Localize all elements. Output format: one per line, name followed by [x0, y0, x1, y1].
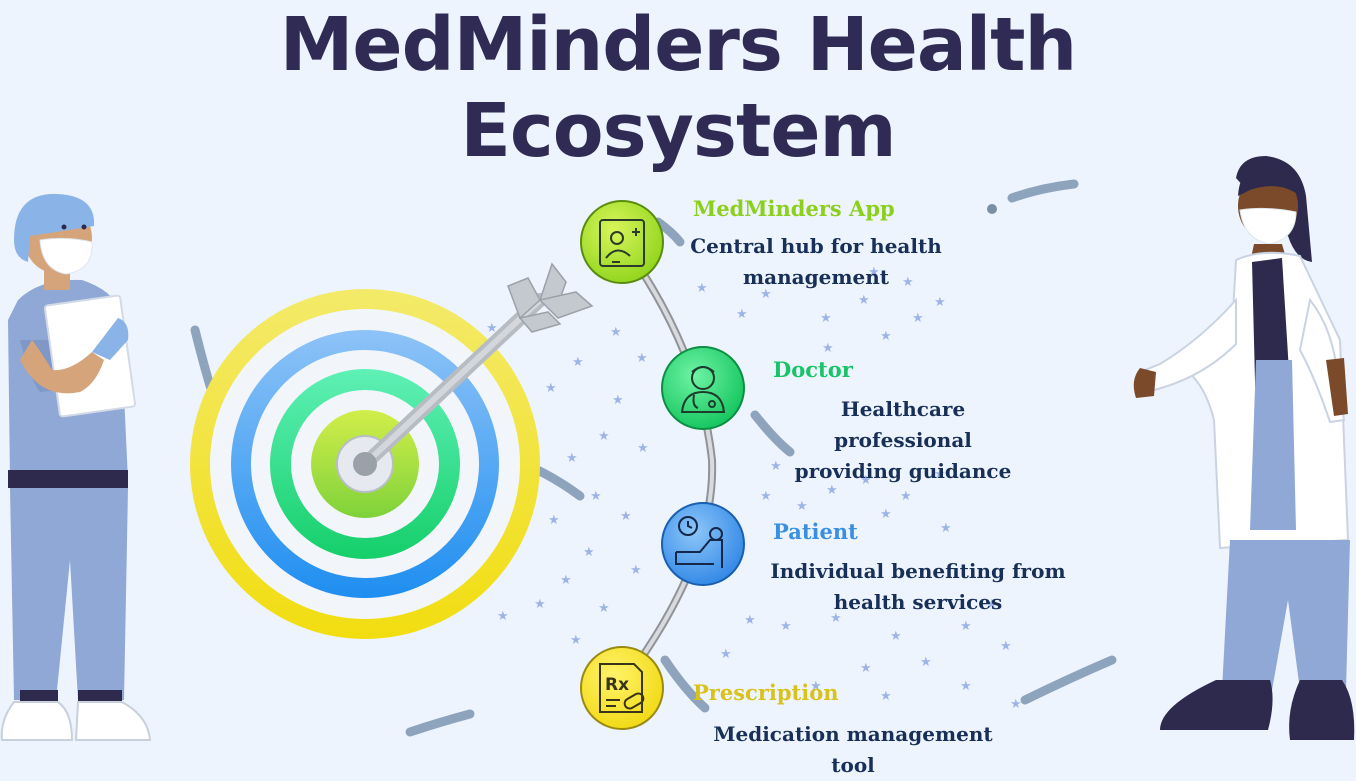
- svg-text:★: ★: [637, 441, 649, 456]
- svg-text:Rx: Rx: [605, 675, 629, 695]
- svg-text:★: ★: [598, 429, 610, 444]
- svg-text:★: ★: [610, 325, 622, 340]
- svg-text:★: ★: [570, 633, 582, 648]
- svg-text:★: ★: [560, 573, 572, 588]
- svg-text:★: ★: [598, 601, 610, 616]
- svg-text:★: ★: [780, 619, 792, 634]
- svg-text:★: ★: [830, 611, 842, 626]
- doctor-icon: [680, 366, 726, 413]
- svg-text:★: ★: [572, 355, 584, 370]
- diagram-title-line-1: MedMinders Health: [279, 2, 1077, 88]
- svg-text:★: ★: [566, 451, 578, 466]
- step-description-prescription: Medication management tool: [690, 719, 1016, 781]
- svg-text:★: ★: [860, 473, 872, 488]
- svg-text:★: ★: [902, 275, 914, 290]
- step-label-medminders-app: MedMinders App: [693, 196, 895, 221]
- svg-text:★: ★: [1000, 639, 1012, 654]
- diagram-title-line-2: Ecosystem: [460, 88, 896, 174]
- svg-text:★: ★: [696, 281, 708, 296]
- svg-text:★: ★: [744, 613, 756, 628]
- star-field: ★ ★ ★ ★★ ★ ★★ ★ ★★ ★ ★★ ★ ★★ ★ ★★ ★ ★★ ★ ★★ ★ ★★ ★ …: [486, 265, 1022, 712]
- step-label-prescription: Prescription: [693, 680, 839, 705]
- svg-text:★: ★: [630, 563, 642, 578]
- svg-text:★: ★: [934, 467, 946, 482]
- svg-text:★: ★: [770, 459, 782, 474]
- svg-text:★: ★: [822, 341, 834, 356]
- svg-text:★: ★: [960, 619, 972, 634]
- svg-text:★: ★: [880, 689, 892, 704]
- svg-text:★: ★: [826, 483, 838, 498]
- svg-text:★: ★: [620, 509, 632, 524]
- svg-text:★: ★: [900, 489, 912, 504]
- step-label-patient: Patient: [773, 519, 858, 544]
- svg-text:★: ★: [636, 351, 648, 366]
- node-doctor: [661, 346, 745, 430]
- node-patient: [661, 502, 745, 586]
- prescription-icon: Rx: [599, 663, 645, 713]
- desc-line: Healthcare professional: [834, 397, 972, 452]
- step-description-doctor: Healthcare professional providing guidan…: [770, 394, 1036, 487]
- svg-text:★: ★: [880, 507, 892, 522]
- diagram-canvas: ★ ★ ★ ★★ ★ ★★ ★ ★★ ★ ★★ ★ ★★ ★ ★★ ★ ★★ ★ ★★ ★ ★★ ★ …: [0, 156, 1355, 741]
- doctor-illustration: [1133, 156, 1355, 740]
- desc-line: management: [743, 265, 889, 289]
- step-description-patient: Individual benefiting from health servic…: [770, 556, 1066, 618]
- desc-line: Individual benefiting from: [770, 559, 1066, 583]
- svg-text:★: ★: [583, 545, 595, 560]
- svg-text:★: ★: [912, 311, 924, 326]
- step-description-medminders-app: Central hub for health management: [690, 231, 942, 293]
- svg-text:★: ★: [868, 265, 880, 280]
- svg-text:★: ★: [810, 679, 822, 694]
- svg-text:★: ★: [960, 679, 972, 694]
- target-illustration: [190, 262, 594, 639]
- desc-line: providing guidance: [794, 459, 1012, 483]
- step-label-doctor: Doctor: [773, 357, 853, 382]
- node-medminders-app: [580, 200, 664, 284]
- svg-text:★: ★: [1010, 697, 1022, 712]
- svg-text:★: ★: [934, 295, 946, 310]
- svg-text:★: ★: [986, 597, 998, 612]
- svg-text:★: ★: [940, 521, 952, 536]
- svg-text:★: ★: [890, 629, 902, 644]
- svg-text:★: ★: [720, 647, 732, 662]
- mobile-app-icon: [599, 219, 645, 267]
- svg-text:★: ★: [860, 661, 872, 676]
- desc-line: health services: [833, 590, 1003, 614]
- node-prescription: Rx: [580, 646, 664, 730]
- svg-text:★: ★: [534, 597, 546, 612]
- svg-text:★: ★: [590, 489, 602, 504]
- svg-text:★: ★: [760, 287, 772, 302]
- svg-text:★: ★: [920, 655, 932, 670]
- svg-text:★: ★: [880, 329, 892, 344]
- svg-text:★: ★: [548, 513, 560, 528]
- svg-text:★: ★: [796, 499, 808, 514]
- svg-text:★: ★: [858, 293, 870, 308]
- svg-text:★: ★: [486, 321, 498, 336]
- svg-text:★: ★: [736, 307, 748, 322]
- svg-text:★: ★: [497, 609, 509, 624]
- desc-line: Medication management tool: [713, 722, 993, 777]
- desc-line: Central hub for health: [690, 234, 942, 258]
- svg-text:★: ★: [545, 381, 557, 396]
- svg-text:★: ★: [612, 393, 624, 408]
- patient-icon: [675, 516, 723, 568]
- svg-text:★: ★: [820, 311, 832, 326]
- svg-text:★: ★: [760, 489, 772, 504]
- nurse-illustration: [0, 193, 152, 741]
